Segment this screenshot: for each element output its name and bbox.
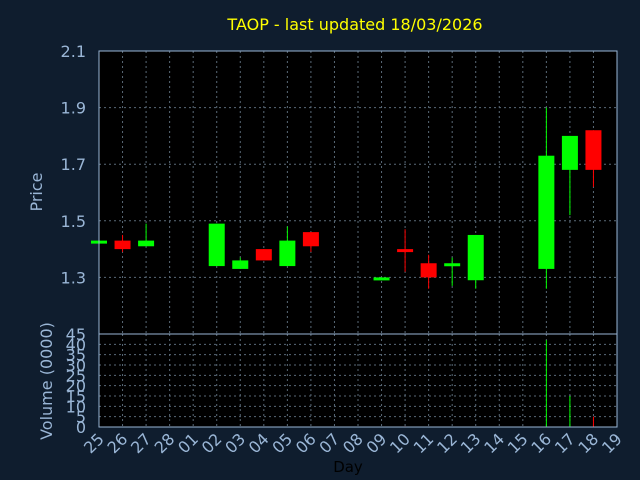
price-tick-label: 2.1 bbox=[61, 42, 86, 61]
x-axis-label: Day bbox=[333, 458, 363, 476]
price-axis-label: Price bbox=[27, 172, 46, 211]
candle-body-09 bbox=[373, 277, 390, 281]
candlesticks bbox=[91, 107, 602, 289]
price-tick-label: 1.3 bbox=[61, 268, 86, 287]
price-tick-label: 1.7 bbox=[61, 155, 86, 174]
volume-tick-label: 0 bbox=[76, 418, 86, 437]
volume-tick-label: 45 bbox=[66, 325, 86, 344]
volume-tick-label: 25 bbox=[66, 366, 86, 385]
x-axis-ticks: 2526272801020304050607080910111213141516… bbox=[80, 429, 626, 457]
volume-plot-border bbox=[98, 333, 618, 428]
candle-body-10 bbox=[397, 249, 414, 253]
volume-tick-label: 5 bbox=[76, 408, 86, 427]
volume-tick-label: 30 bbox=[66, 356, 86, 375]
volume-tick-label: 15 bbox=[66, 387, 86, 406]
volume-tick-label: 20 bbox=[66, 377, 86, 396]
candle-body-17 bbox=[561, 135, 578, 170]
price-panel: 2.1 1.9 1.7 1.5 1.3 Price bbox=[27, 42, 618, 335]
price-tick-label: 1.5 bbox=[61, 212, 86, 231]
volume-tick-label: 35 bbox=[66, 346, 86, 365]
candle-body-05 bbox=[279, 240, 296, 267]
volume-axis-label: Volume (0000) bbox=[37, 322, 56, 440]
volume-tick-label: 10 bbox=[66, 397, 86, 416]
price-y-ticks: 2.1 1.9 1.7 1.5 1.3 bbox=[61, 42, 86, 287]
chart-title: TAOP - last updated 18/03/2026 bbox=[226, 15, 482, 34]
candle-body-06 bbox=[302, 232, 319, 247]
candle-body-04 bbox=[255, 249, 272, 261]
candle-body-11 bbox=[420, 263, 437, 278]
candle-body-16 bbox=[538, 155, 555, 269]
candle-body-27 bbox=[138, 240, 155, 247]
candle-body-12 bbox=[444, 263, 461, 267]
candle-body-02 bbox=[208, 223, 225, 267]
volume-tick-label: 40 bbox=[66, 335, 86, 354]
candle-body-26 bbox=[114, 240, 131, 250]
candle-body-18 bbox=[585, 130, 602, 170]
candle-body-13 bbox=[467, 234, 484, 281]
price-tick-label: 1.9 bbox=[61, 99, 86, 118]
candle-body-03 bbox=[232, 260, 249, 269]
